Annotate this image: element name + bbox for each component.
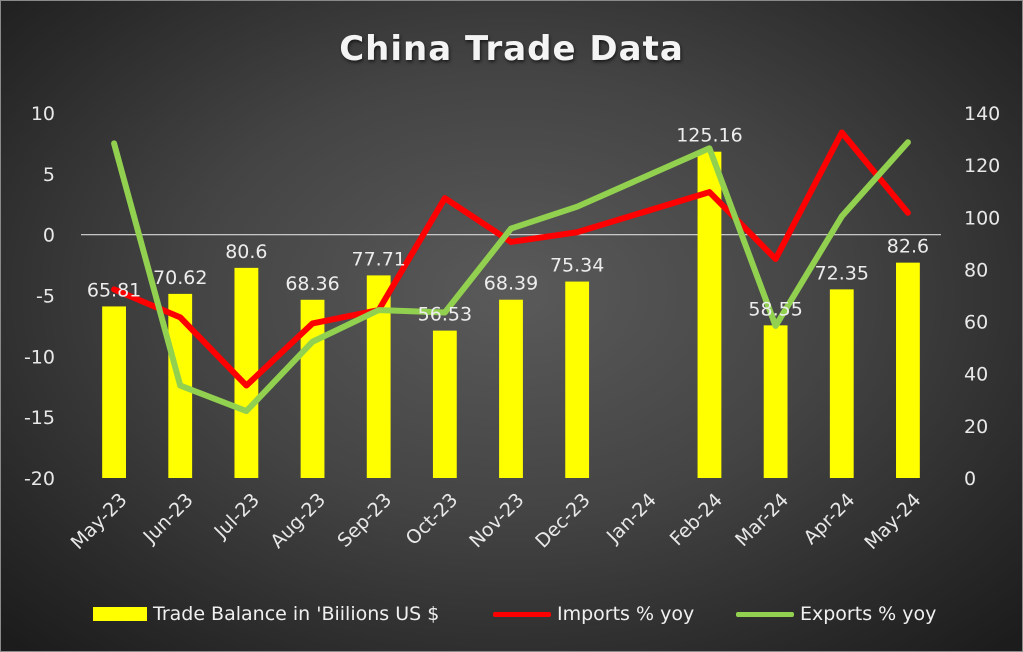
series-line xyxy=(111,139,911,415)
right-axis-tick: 60 xyxy=(964,312,988,334)
bar xyxy=(432,330,457,478)
bar-data-label: 68.36 xyxy=(285,273,339,295)
right-axis-tick: 20 xyxy=(964,416,988,438)
legend-swatch-exports xyxy=(736,611,794,617)
bar xyxy=(565,281,590,478)
bar xyxy=(102,306,126,478)
bar-data-label: 77.71 xyxy=(351,248,405,270)
right-axis-tick: 140 xyxy=(964,103,1000,125)
bar xyxy=(234,267,259,478)
left-axis-tick: -5 xyxy=(36,286,55,308)
x-axis-labels: May-23 Jun-23 Jul-23 Aug-23 Sep-23 Oct-23 Nov-… xyxy=(67,489,926,554)
right-axis-tick: 100 xyxy=(964,207,1000,229)
bar-data-label: 68.39 xyxy=(484,273,538,295)
bar xyxy=(366,275,391,478)
bar xyxy=(499,299,523,478)
x-axis-tick: Nov-23 xyxy=(465,489,528,552)
right-axis-tick: 120 xyxy=(964,155,1000,177)
legend-item-trade-balance: Trade Balance in 'Biilions US $ xyxy=(93,603,439,625)
x-axis-tick: Jan-24 xyxy=(602,489,661,548)
bar-series xyxy=(102,151,920,478)
series-line xyxy=(111,129,911,389)
left-axis-tick: 10 xyxy=(31,103,55,125)
left-axis-labels: 10 5 0 -5 -10 -15 -20 xyxy=(24,103,55,490)
chart-title: China Trade Data xyxy=(339,29,684,69)
bar-data-label: 72.35 xyxy=(815,262,869,284)
legend: Trade Balance in 'Biilions US $ Imports … xyxy=(1,601,1022,629)
bar-data-label: 82.6 xyxy=(887,236,929,258)
x-axis-tick: Dec-23 xyxy=(531,489,595,553)
legend-label-exports: Exports % yoy xyxy=(800,603,937,625)
left-axis-tick: -15 xyxy=(24,407,55,429)
left-axis-tick: 0 xyxy=(43,225,55,247)
x-axis-tick: Apr-24 xyxy=(799,489,859,549)
x-axis-tick: Sep-23 xyxy=(333,489,396,552)
x-axis-tick: Jun-23 xyxy=(139,489,198,548)
legend-item-imports: Imports % yoy xyxy=(493,603,694,625)
legend-label-imports: Imports % yoy xyxy=(557,603,695,625)
x-axis-tick: Feb-24 xyxy=(666,489,727,550)
bar xyxy=(896,262,920,478)
legend-label-trade-balance: Trade Balance in 'Biilions US $ xyxy=(153,603,440,625)
legend-swatch-trade-balance xyxy=(93,607,147,621)
bar xyxy=(763,325,788,478)
bar-data-label: 58.55 xyxy=(748,298,802,320)
bar-data-label: 125.16 xyxy=(676,125,742,147)
right-axis-labels: 140 120 100 80 60 40 20 0 xyxy=(964,103,1000,490)
legend-swatch-imports xyxy=(493,611,551,617)
bar xyxy=(829,289,854,478)
left-axis-tick: -20 xyxy=(24,468,55,490)
x-axis-tick: Aug-23 xyxy=(266,489,330,553)
x-axis-tick: Jul-23 xyxy=(209,489,263,543)
bar-data-label: 80.6 xyxy=(225,241,267,263)
bar-data-labels: 65.81 70.62 80.6 68.36 77.71 56.53 68.39 75.34 1… xyxy=(87,125,929,326)
right-axis-tick: 40 xyxy=(964,364,988,386)
right-axis-tick: 80 xyxy=(964,259,988,281)
left-axis-tick: -10 xyxy=(24,346,55,368)
chart-svg: 10 5 0 -5 -10 -15 -20 140 120 100 80 60 40 20 0 65.81… xyxy=(24,103,1000,554)
bar-data-label: 65.81 xyxy=(87,279,141,301)
legend-item-exports: Exports % yoy xyxy=(736,603,936,625)
bar-data-label: 70.62 xyxy=(153,267,207,289)
line-series xyxy=(111,129,911,415)
x-axis-tick: May-24 xyxy=(860,489,925,554)
x-axis-tick: May-23 xyxy=(67,489,132,554)
bar-data-label: 75.34 xyxy=(550,255,604,277)
bar-data-label: 56.53 xyxy=(418,304,472,326)
x-axis-tick: Oct-23 xyxy=(402,489,463,550)
right-axis-tick: 0 xyxy=(964,468,976,490)
x-axis-tick: Mar-24 xyxy=(731,489,793,551)
bar xyxy=(697,151,722,478)
left-axis-tick: 5 xyxy=(43,164,55,186)
